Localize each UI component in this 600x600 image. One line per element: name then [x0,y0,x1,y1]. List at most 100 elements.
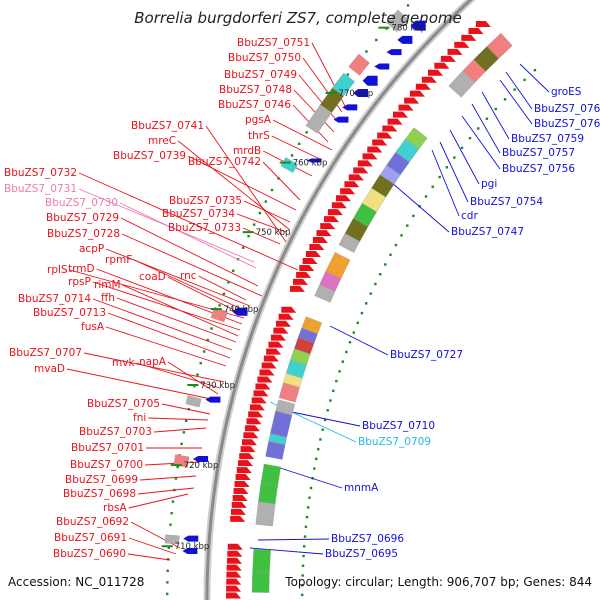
gene-label-left[interactable]: BbuZS7_0701 [71,442,144,454]
forward-gene-arrow [454,41,470,48]
gene-label-left[interactable]: mrdB [233,145,261,157]
scale-dot [513,88,516,91]
gene-label-left[interactable]: BbuZS7_0735 [169,195,242,207]
gene-label-left[interactable]: rimM [94,279,121,291]
gene-label-left[interactable]: BbuZS7_0728 [47,228,120,240]
forward-gene-arrow [226,557,242,564]
gene-label-right[interactable]: groES [551,86,582,98]
gene-label-right[interactable]: pgi [481,178,497,190]
gene-label-right[interactable]: mnmA [344,482,379,494]
scale-dot [218,304,221,307]
gene-label-left[interactable]: rnc [180,270,197,282]
forward-gene-arrow [415,83,431,90]
forward-gene-arrow [261,362,277,369]
gene-label-left[interactable]: coaD [139,271,166,283]
gene-label-left[interactable]: mvaD [34,363,65,375]
gene-label-left[interactable]: BbuZS7_0731 [4,183,77,195]
gene-label-left[interactable]: napA [139,356,167,368]
gene-label-right[interactable]: BbuZS7_0710 [362,420,435,432]
gene-label-left[interactable]: BbuZS7_0730 [45,197,118,209]
gene-label-left[interactable]: BbuZS7_0729 [46,212,119,224]
scale-dot [356,321,359,325]
gene-label-right[interactable]: BbuZS7_0759 [511,133,584,145]
gene-label-left[interactable]: BbuZS7_0748 [219,84,292,96]
forward-gene-arrow [372,139,388,146]
gene-label-left[interactable]: fusA [81,321,105,333]
gene-label-left[interactable]: BbuZS7_0751 [237,37,310,49]
gene-label-left[interactable]: BbuZS7_0707 [9,347,82,359]
gene-label-left[interactable]: thrS [248,130,270,142]
gene-label-left[interactable]: BbuZS7_0750 [228,52,301,64]
gene-label-left[interactable]: BbuZS7_0713 [33,307,106,319]
gene-label-left[interactable]: BbuZS7_0732 [4,167,77,179]
gene-label-right[interactable]: BbuZS7_0696 [331,533,404,545]
gene-label-left[interactable]: BbuZS7_0690 [53,548,126,560]
gene-label-right[interactable]: BbuZS7_0747 [451,226,524,238]
gene-label-left[interactable]: BbuZS7_0703 [79,426,152,438]
gene-label-left[interactable]: BbuZS7_0742 [188,156,261,168]
forward-gene-arrow [324,216,340,223]
gene-label-right[interactable]: BbuZS7_0763 [534,118,600,130]
gene-label-left[interactable]: rplS [47,264,68,276]
gene-label-right[interactable]: BbuZS7_0754 [470,196,543,208]
gene-label-left[interactable]: pgsA [245,114,272,126]
forward-gene-arrow [237,460,253,467]
gene-label-left[interactable]: rpmF [105,254,132,266]
gene-leader-line [154,427,207,433]
gene-label-left[interactable]: trmD [68,263,95,275]
forward-gene-arrow [239,453,255,460]
gene-label-left[interactable]: BbuZS7_0733 [168,222,241,234]
forward-gene-arrow [353,167,369,174]
gene-label-left[interactable]: BbuZS7_0749 [224,69,297,81]
gene-label-right[interactable]: BbuZS7_0709 [358,436,431,448]
scale-dot [369,292,372,295]
gene-label-right[interactable]: BbuZS7_0695 [325,548,398,560]
scale-dot [445,166,449,169]
gene-leader-line [499,79,533,125]
gene-label-left[interactable]: fni [133,412,146,424]
scale-dot [348,341,352,344]
gene-label-right[interactable]: BbuZS7_0757 [502,147,575,159]
gene-label-left[interactable]: BbuZS7_0739 [113,150,186,162]
gene-label-left[interactable]: rpsP [68,276,91,288]
forward-gene-arrow [226,578,242,585]
gene-label-left[interactable]: ffh [101,292,115,304]
gene-label-left[interactable]: acpP [79,243,104,255]
gene-label-left[interactable]: rbsA [103,502,127,514]
gene-label-right[interactable]: BbuZS7_0727 [390,349,463,361]
gene-label-left[interactable]: BbuZS7_0698 [63,488,136,500]
forward-gene-arrow [289,285,305,292]
forward-gene-arrow [227,543,243,550]
gene-label-left[interactable]: mvk [112,357,135,369]
gene-label-left[interactable]: BbuZS7_0741 [131,120,204,132]
gene-label-left[interactable]: BbuZS7_0746 [218,99,291,111]
gene-label-left[interactable]: BbuZS7_0714 [18,293,91,305]
scale-dot [321,428,324,431]
gene-label-right[interactable]: BbuZS7_0756 [502,163,575,175]
kbp-label: 770 kbp [339,89,374,99]
gene-leader-line [122,284,239,337]
gene-label-left[interactable]: mreC [148,135,176,147]
scale-dot [176,465,179,469]
forward-gene-arrow [263,355,279,362]
scale-dot [290,154,294,157]
gene-label-left[interactable]: BbuZS7_0705 [87,398,160,410]
forward-gene-arrow [227,550,243,557]
forward-gene-arrow [259,369,275,376]
gene-label-left[interactable]: BbuZS7_0700 [70,459,143,471]
gene-leader-line [106,248,251,307]
gene-label-left[interactable]: BbuZS7_0699 [65,474,138,486]
gene-label-right[interactable]: BbuZS7_0764 [534,103,600,115]
gene-label-left[interactable]: BbuZS7_0691 [54,532,127,544]
scale-dot [264,200,268,203]
forward-gene-arrow [273,327,289,334]
gene-leader-line [107,312,231,359]
scale-dot [326,409,329,412]
gene-label-left[interactable]: BbuZS7_0734 [162,208,235,220]
gene-leader-line [92,298,233,351]
forward-gene-arrow [226,585,242,592]
scale-dot [171,500,175,503]
gene-label-right[interactable]: cdr [461,210,478,222]
gene-label-left[interactable]: BbuZS7_0692 [56,516,129,528]
